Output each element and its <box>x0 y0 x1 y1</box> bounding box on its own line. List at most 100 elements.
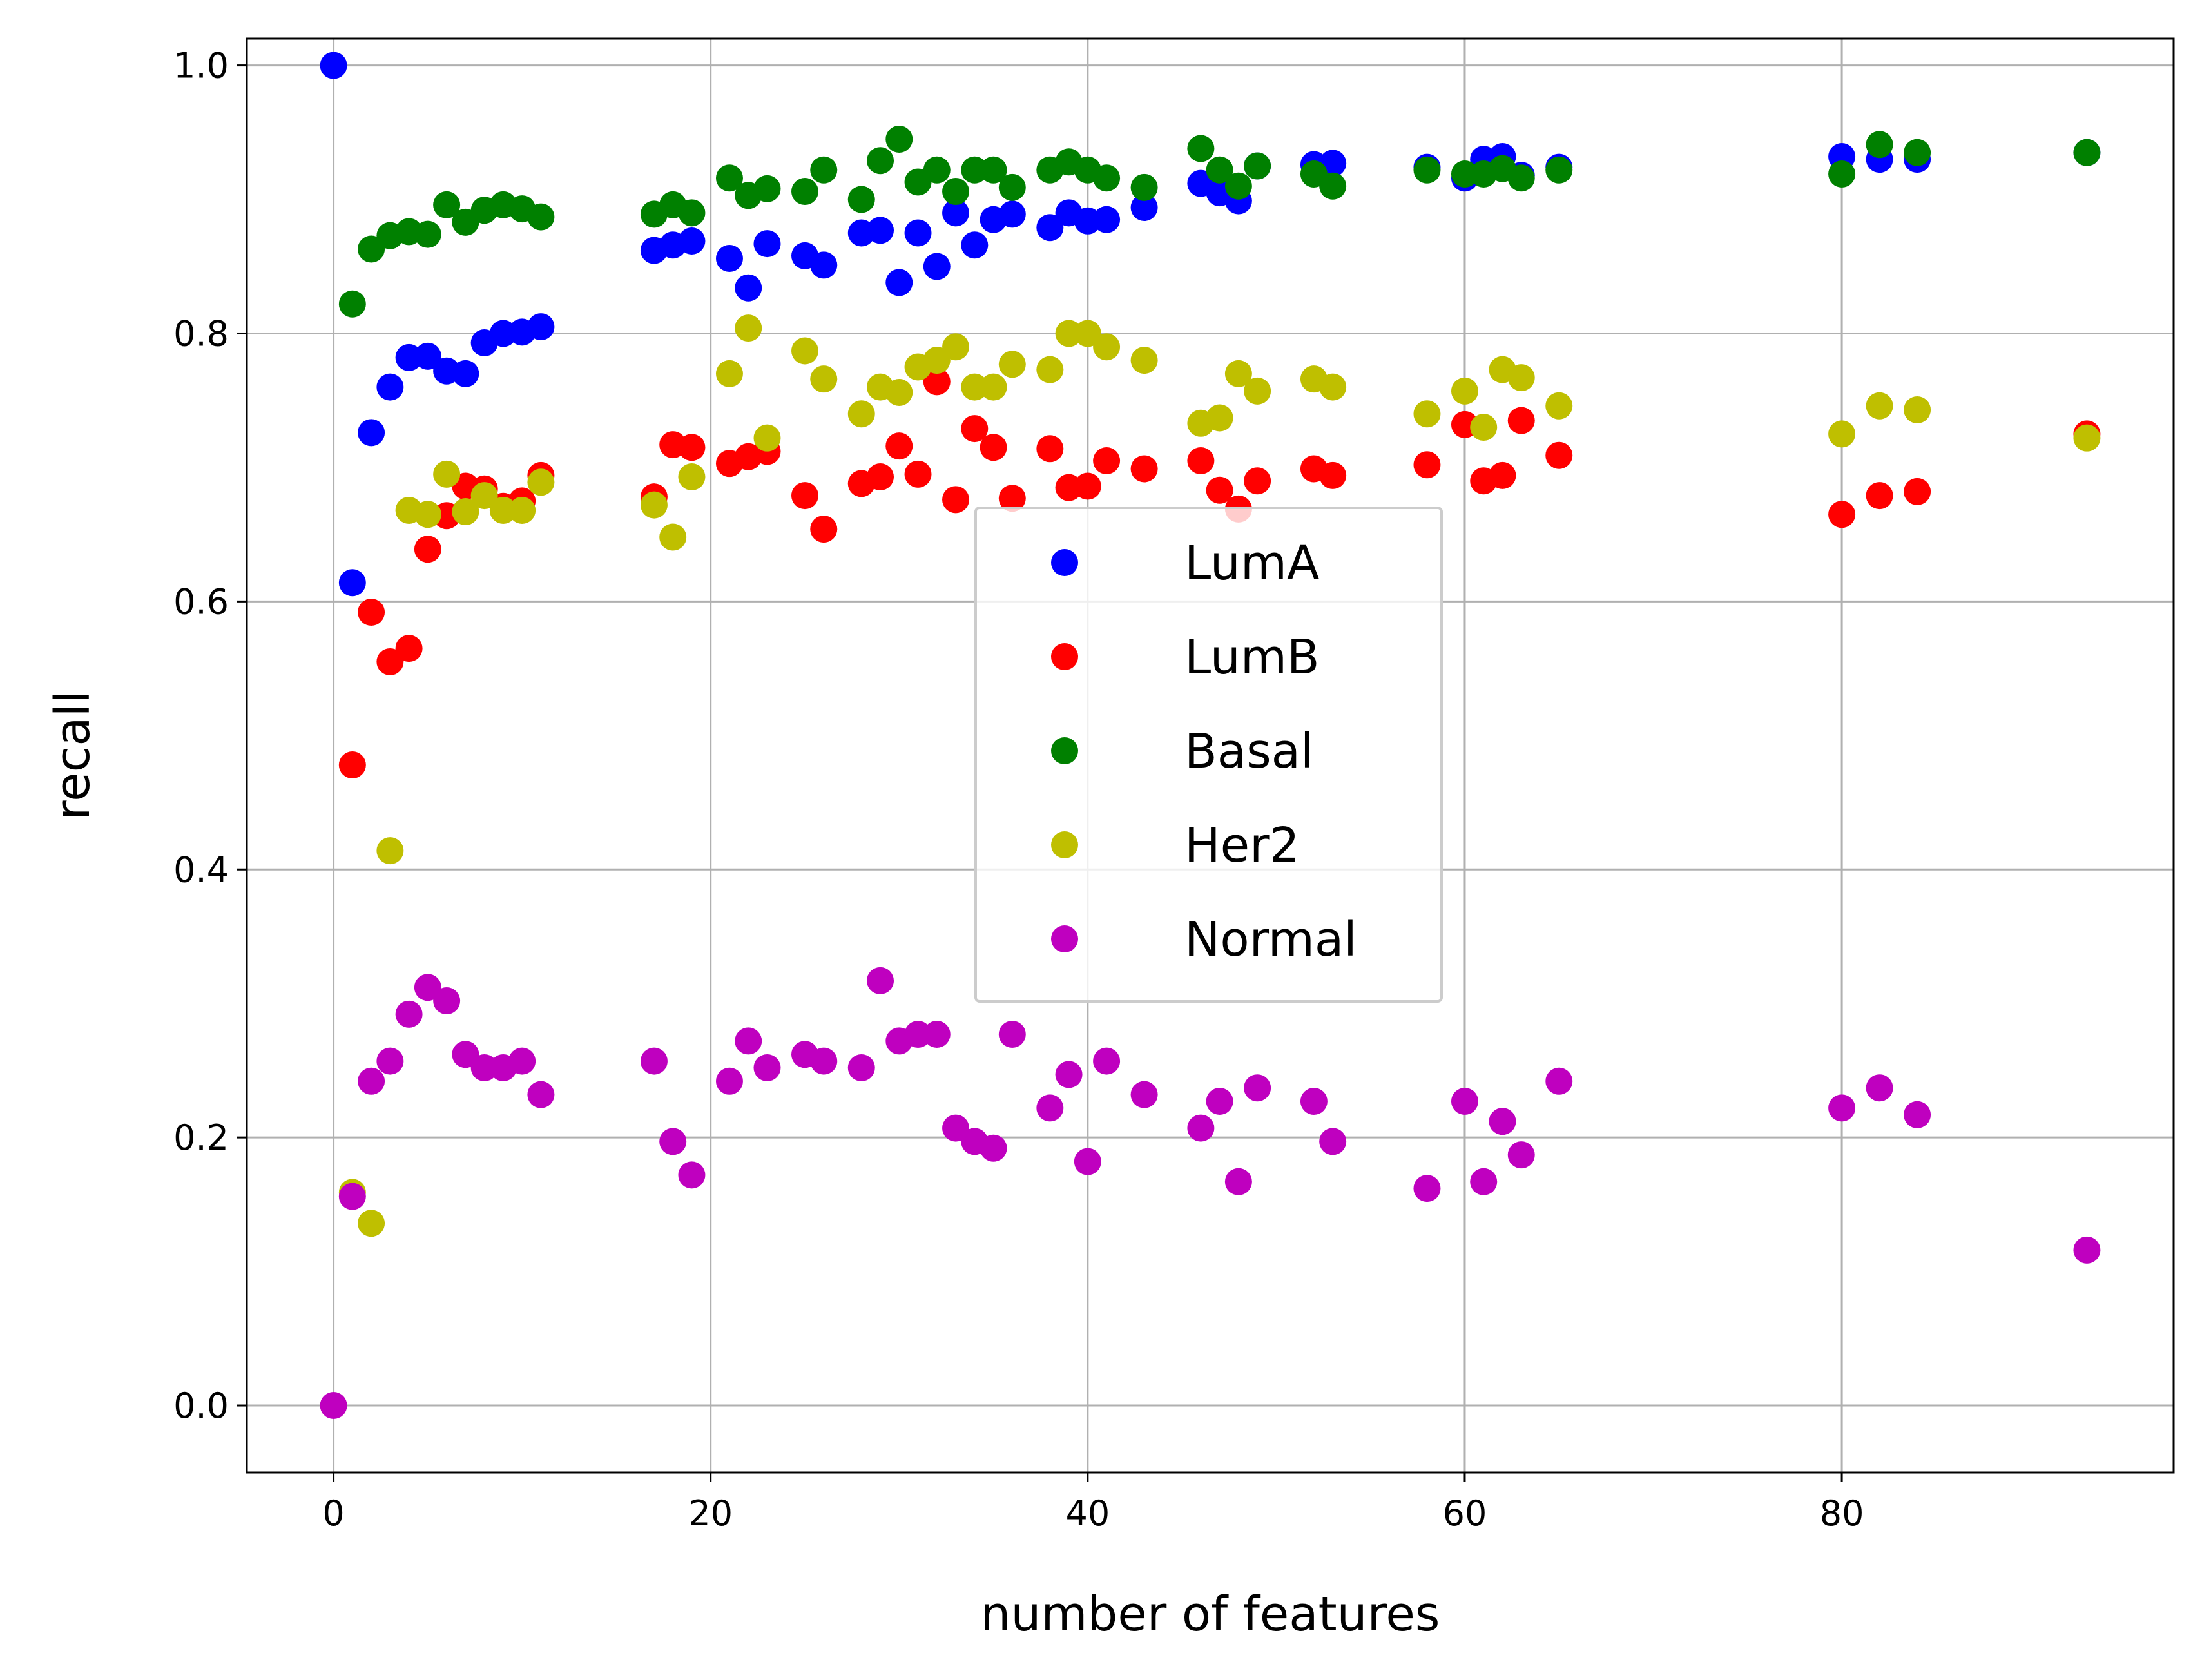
y-tick-label: 0.8 <box>173 313 229 354</box>
data-point <box>1036 1094 1064 1122</box>
data-point <box>1093 206 1121 233</box>
data-point <box>527 313 555 341</box>
data-point <box>867 217 894 244</box>
data-point <box>2073 424 2101 452</box>
data-point <box>980 373 1007 401</box>
data-point <box>659 523 687 551</box>
data-point <box>1036 214 1064 242</box>
data-point <box>753 175 781 202</box>
data-point <box>320 52 347 79</box>
data-point <box>1130 194 1158 222</box>
data-point <box>1413 1175 1441 1202</box>
data-point <box>847 186 875 213</box>
data-point <box>1319 373 1347 401</box>
data-point <box>452 360 479 387</box>
data-point <box>433 987 461 1015</box>
data-point <box>904 460 932 488</box>
y-axis-title: recall <box>45 690 101 820</box>
data-point <box>1413 400 1441 428</box>
data-point <box>433 460 461 488</box>
data-point <box>1130 347 1158 374</box>
data-point <box>1451 160 1478 188</box>
data-point <box>358 419 385 447</box>
data-point <box>885 269 913 296</box>
data-point <box>1130 173 1158 201</box>
data-point <box>1545 1067 1573 1095</box>
data-point <box>376 648 404 675</box>
data-point <box>904 219 932 247</box>
data-point <box>942 1114 970 1142</box>
data-point <box>358 235 385 263</box>
data-point <box>867 147 894 175</box>
data-point <box>1244 152 1271 180</box>
data-point <box>1093 1047 1121 1075</box>
data-point <box>1036 435 1064 463</box>
data-point <box>1244 467 1271 495</box>
data-point <box>923 347 951 374</box>
data-markers <box>320 52 2101 1420</box>
data-point <box>1224 1168 1252 1195</box>
data-point <box>791 337 818 365</box>
y-tick-label: 0.6 <box>173 581 229 622</box>
data-point <box>847 400 875 428</box>
data-point <box>508 496 536 524</box>
legend: LumA LumB Basal Her2 Normal <box>974 507 1443 1003</box>
data-point <box>923 1021 951 1048</box>
data-point <box>2073 1236 2101 1264</box>
y-tick-label: 1.0 <box>173 46 229 86</box>
x-tick-label: 40 <box>1065 1493 1110 1534</box>
data-point <box>1319 172 1347 200</box>
data-point <box>678 199 706 227</box>
data-point <box>980 156 1007 184</box>
data-point <box>1904 478 1931 505</box>
data-point <box>527 1081 555 1108</box>
data-point <box>1470 1168 1498 1195</box>
data-point <box>640 491 668 519</box>
data-point <box>414 501 441 528</box>
data-point <box>904 1021 932 1048</box>
legend-frame <box>974 507 1443 1003</box>
data-point <box>1206 476 1233 504</box>
data-point <box>791 482 818 510</box>
data-point <box>1489 461 1516 489</box>
data-point <box>358 1210 385 1237</box>
data-point <box>470 1054 498 1082</box>
data-point <box>1904 396 1931 424</box>
data-point <box>961 231 989 259</box>
data-point <box>376 373 404 401</box>
legend-label: Basal <box>1184 724 1314 779</box>
data-point <box>1866 392 1893 420</box>
data-point <box>735 314 762 342</box>
data-point <box>527 468 555 496</box>
data-point <box>961 156 989 184</box>
legend-label: LumA <box>1184 536 1320 591</box>
data-point <box>1507 364 1535 392</box>
data-point <box>942 178 970 206</box>
data-point <box>1545 392 1573 420</box>
data-point <box>1866 1074 1893 1102</box>
data-point <box>1074 472 1101 500</box>
data-point <box>923 368 951 396</box>
data-point <box>338 751 366 779</box>
data-point <box>376 1047 404 1075</box>
data-point <box>810 1047 838 1075</box>
x-tick-label: 20 <box>688 1493 733 1534</box>
data-point <box>358 599 385 626</box>
data-point <box>1187 447 1215 475</box>
y-tick-label: 0.2 <box>173 1117 229 1158</box>
data-point <box>470 482 498 510</box>
data-point <box>1866 131 1893 159</box>
data-point <box>1470 414 1498 441</box>
data-point <box>1187 1114 1215 1142</box>
data-point <box>376 837 404 865</box>
data-point <box>489 496 517 524</box>
data-point <box>1244 1074 1271 1102</box>
x-tick-label: 0 <box>322 1493 344 1534</box>
data-point <box>433 191 461 218</box>
data-point <box>867 967 894 994</box>
data-point <box>1507 164 1535 192</box>
data-point <box>1130 1081 1158 1108</box>
series-normal-markers <box>320 967 2101 1420</box>
y-tick-label: 0.0 <box>173 1386 229 1426</box>
